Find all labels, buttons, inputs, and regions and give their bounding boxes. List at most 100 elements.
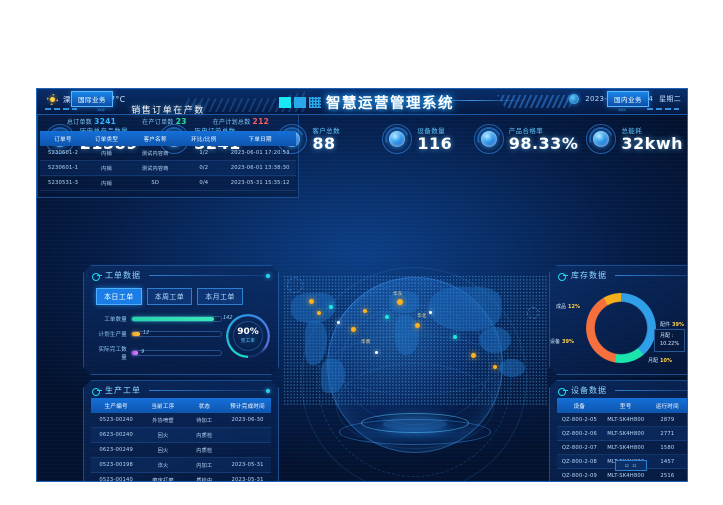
table-cell: 内销 [86,146,128,161]
table-header-row: 生产编号 当前工序 状态 预计完成时间 [91,398,271,413]
table-row[interactable]: 5230601-2 内销 测试内容商 1/2 2023-06-01 17:20:53 [40,146,296,161]
kpi-card: 产品合格率 98.33% [472,115,581,162]
tab-month-orders[interactable]: 本月工单 [197,288,243,305]
donut-label-bottom: 月配 10% [648,358,672,364]
column-header: 订单类型 [86,131,128,146]
panel-title: 库存数据 [571,271,607,280]
table-cell: 2023-05-31 [224,458,271,473]
tag-domestic-business[interactable]: 国内业务 [607,91,649,107]
column-header: 预计完成时间 [224,398,271,413]
table-cell: 内加工 [185,458,225,473]
bar-track: 12 [131,331,222,337]
table-cell: 回火 [141,443,184,458]
tab-week-orders[interactable]: 本周工单 [147,288,193,305]
table-cell: 质检中 [185,473,225,483]
table-cell: QZ-800-2-09 [557,469,602,483]
orb-icon [472,122,505,155]
table-cell: MLT-SK4H800 [602,469,650,483]
table-cell: SD [127,175,184,191]
table-row[interactable]: 0523-00198 淬火 内加工 2023-05-31 [91,458,271,473]
sales-rule-left [45,108,77,110]
title-block-icon [294,96,306,108]
table-cell: 待加工 [185,413,225,428]
work-order-tabs: 本日工单 本周工单 本月工单 [84,281,278,305]
sales-table-wrap: 订单号 订单类型 客户名称 环比/比例 下单日期 5230601-2 内销 测试内容商 1/2… [37,131,299,191]
orb-icon [381,122,414,155]
chevron-left-icon: ‹‹‹‹ [617,106,626,114]
weekday-text: 星期二 [659,95,681,103]
table-cell: 内销 [86,160,128,176]
donut-rings[interactable] [586,293,656,363]
table-header-row: 订单号 订单类型 客户名称 环比/比例 下单日期 [40,131,296,146]
map-hotspot [471,353,476,358]
tab-today-orders[interactable]: 本日工单 [96,288,142,305]
table-cell: 2879 [650,413,685,427]
table-cell: 2516 [650,469,685,483]
table-cell: QZ-800-2-06 [557,427,602,441]
map-hotspot [309,299,314,304]
table-row[interactable]: 5230601-1 内销 测试内容商 0/2 2023-06-01 13:38:30 [40,160,296,176]
map-hotspot [375,351,378,354]
panel-rule [149,275,270,276]
tag-international-business[interactable]: 国际业务 [71,91,113,107]
map-hotspot [453,335,457,339]
panel-header: 生产工单 [84,381,278,396]
table-row[interactable]: 0523-00140 磨床打磨 质检中 2023-05-31 [91,473,271,483]
kpi-card: 设备数量 116 [363,115,472,162]
table-cell: 5230531-3 [40,175,87,191]
table-cell: 5230601-2 [40,146,87,161]
table-cell: MLT-SK4H800 [602,441,650,455]
tooltip-value: 10.22% [660,340,680,347]
table-row[interactable]: 0623-00249 回火 内质检 [91,443,271,458]
device-table-scroll[interactable]: 设备型号运行时间状态 QZ-800-2-05MLT-SK4H8002879Wor… [550,396,688,482]
chevron-right-icon: ›››› [97,106,105,114]
dashboard-board: 溧阳市 晴 27°C 智慧运营管理系统 2023-08-08 01:34 星期二 [36,88,688,482]
kpi-value: 88 [312,134,336,153]
device-data-panel: 设备数据 设备型号运行时间状态 QZ-800-2-05MLT-SK4H80028… [549,380,688,482]
table-cell: 磨床打磨 [141,473,184,483]
kpi-value: 98.33% [508,134,579,153]
key-icon [92,272,101,280]
table-cell: Work [685,427,688,441]
production-table-scroll[interactable]: 生产编号 当前工序 状态 预计完成时间 0523-00240 外协喷塑 待加工 2023-0… [84,396,278,482]
kpi-label: 客户总数 [312,127,340,135]
donut-label-right: 配件 39% [660,322,684,328]
bar-value: 142 [223,315,233,321]
table-cell: 0623-00249 [91,443,141,458]
header-divider [417,100,527,101]
tooltip-name: 月配 : [660,333,674,339]
column-header: 当前工序 [141,398,184,413]
bar-track: 9 [131,350,222,356]
bar-track: 142 [131,316,222,322]
map-hotspot [351,327,356,332]
table-row[interactable]: 0523-00240 外协喷塑 待加工 2023-06-30 [91,413,271,428]
gear-icon [287,277,303,293]
page-title: 智慧运营管理系统 [326,95,454,112]
map-region-label: 华北 [417,314,427,319]
gear-icon [527,307,539,319]
table-row[interactable]: 0623-00240 回火 内质检 [91,428,271,443]
stat-total-orders: 总订单数 3241 [66,117,117,126]
table-cell: 1580 [650,441,685,455]
column-header: 状态 [685,398,688,413]
table-cell: QZ-800-2-08 [557,455,602,469]
table-row[interactable]: 5230531-3 内销 SD 0/4 2023-05-31 15:35:12 [40,175,296,191]
work-order-bars: 工单数量 142 计划生产量 12 实际完工 [94,312,222,368]
stat-planned-total: 在产计划总数 212 [212,117,270,126]
sales-table: 订单号 订单类型 客户名称 环比/比例 下单日期 5230601-2 内销 测试内容商 1/2… [40,131,296,191]
table-cell: Work [685,441,688,455]
panel-header: 设备数据 [550,381,688,396]
table-cell [224,428,271,443]
table-cell: 0/4 [183,175,225,191]
table-cell: 2023-06-30 [224,413,271,428]
bar-value: 9 [141,349,145,355]
production-table-body: 0523-00240 外协喷塑 待加工 2023-06-30 0623-00240 回火内… [91,413,271,482]
window-restore-button[interactable]: ▫ ▫ [615,460,647,471]
key-icon [558,272,567,280]
panel-rule [149,390,270,391]
